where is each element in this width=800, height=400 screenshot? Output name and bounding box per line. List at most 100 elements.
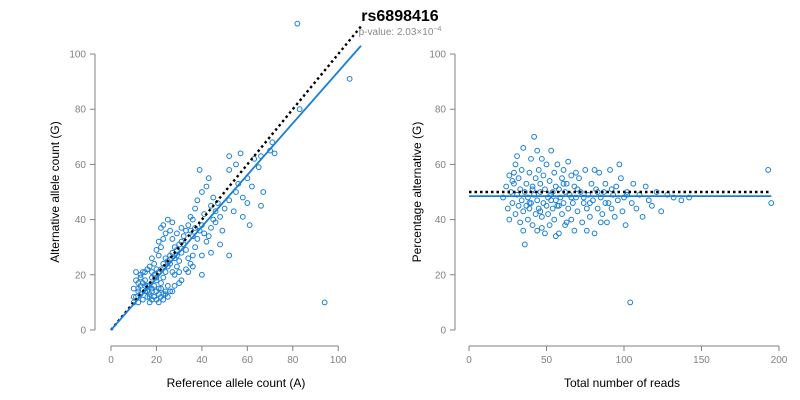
chart-1-data-point	[346, 75, 353, 82]
chart-2-data-point	[545, 211, 551, 217]
chart-2-data-point	[628, 200, 635, 206]
chart-2-data-point	[538, 213, 545, 220]
chart-2-x-tick-label: 0	[466, 355, 472, 366]
chart-2-data-point	[503, 183, 510, 190]
chart-2-data-point	[520, 227, 527, 234]
chart-2-data-point	[517, 219, 524, 226]
chart-2-data-point	[630, 180, 637, 187]
chart-2-data-point	[515, 202, 522, 209]
chart-1-x-tick-label: 80	[287, 355, 299, 366]
chart-2-data-point	[540, 172, 547, 179]
chart-2-data-point	[521, 241, 528, 248]
chart-2-data-point	[614, 197, 621, 204]
chart-2-y-tick-label: 80	[435, 105, 447, 116]
chart-2-data-point	[590, 197, 596, 204]
chart-1-y-axis-label: Alternative allele count (G)	[48, 121, 62, 262]
chart-1-data-point	[203, 183, 210, 190]
chart-2-data-point	[596, 169, 603, 176]
chart-1-data-point	[233, 189, 239, 195]
chart-1-data-point	[169, 288, 176, 295]
chart-2-data-point	[678, 197, 685, 204]
chart-1-data-point	[208, 224, 214, 231]
chart-2-data-point	[523, 180, 530, 187]
chart-2-data-point	[608, 186, 615, 193]
chart-1-data-point	[155, 291, 162, 298]
chart-2-data-point	[568, 194, 575, 201]
chart-2-data-point	[509, 178, 516, 184]
chart-2-data-point	[538, 155, 545, 162]
chart-2-data-point	[554, 161, 561, 168]
chart-1-data-point	[226, 252, 233, 259]
chart-2-data-point	[560, 200, 567, 206]
chart-2-data-point	[645, 197, 652, 204]
chart-2-data-point	[765, 167, 772, 173]
chart-2-data-point	[506, 216, 513, 223]
chart-2-data-point	[514, 191, 520, 198]
chart-1-data-point	[189, 252, 196, 259]
chart-2-data-point	[542, 230, 548, 237]
chart-2-data-point	[509, 200, 516, 206]
chart-2-data-point	[642, 183, 649, 190]
chart-1-data-point	[260, 189, 267, 195]
chart-2-data-point	[520, 208, 527, 215]
chart-1-data-point	[155, 252, 162, 259]
chart-1-data-point	[178, 224, 185, 231]
chart-2-data-point	[526, 200, 533, 206]
chart-1-data-point	[189, 263, 196, 270]
chart-1-data-point	[135, 285, 142, 292]
chart-2-data-point	[546, 178, 553, 184]
chart-1-data-point	[271, 150, 278, 157]
chart-2-data-point	[585, 191, 592, 198]
chart-1-data-point	[171, 255, 178, 262]
chart-1-data-point	[199, 271, 205, 278]
chart-1-x-tick-label: 40	[196, 355, 208, 366]
chart-2-data-point	[528, 155, 534, 162]
chart-2-data-point	[597, 219, 604, 226]
chart-1-data-point	[214, 200, 221, 206]
chart-1-data-point	[239, 213, 246, 220]
chart-1-data-point	[185, 255, 192, 262]
chart-2-data-point	[588, 180, 595, 187]
chart-2-data-point	[537, 180, 544, 187]
chart-2-data-point	[594, 205, 601, 212]
chart-2-data-point	[560, 180, 567, 187]
chart-2-data-point	[587, 200, 593, 206]
chart-2-data-point	[583, 227, 590, 234]
chart-2-data-point	[538, 224, 545, 231]
right-panel-scatter: 0 20 40 60 80 100 0 50 100 150 200 Total number of …	[410, 50, 788, 391]
chart-1-data-point	[151, 260, 158, 267]
chart-1-data-point	[233, 161, 239, 168]
chart-2-data-point	[582, 167, 589, 173]
chart-2-y-tick-label: 0	[440, 326, 446, 337]
chart-1-data-point	[185, 269, 192, 275]
chart-2-data-point	[514, 153, 520, 160]
chart-1-x-tick-label: 100	[330, 355, 347, 366]
chart-2-data-point	[500, 194, 507, 201]
chart-1-data-point	[149, 255, 155, 262]
chart-2-data-point	[568, 172, 575, 179]
chart-2-data-point	[529, 183, 536, 190]
chart-2-x-tick-label: 50	[541, 355, 553, 366]
chart-2-x-tick-label: 150	[693, 355, 710, 366]
chart-1-data-point	[169, 236, 176, 242]
chart-2-data-point	[583, 205, 590, 212]
chart-2-data-point	[658, 208, 665, 215]
chart-1-data-point	[149, 285, 155, 292]
chart-2-data-point	[512, 161, 519, 168]
chart-2-data-point	[549, 205, 556, 212]
chart-1-data-point	[192, 224, 198, 231]
chart-2-data-point	[511, 169, 517, 176]
chart-2-data-point	[546, 222, 553, 229]
chart-2-data-point	[569, 200, 576, 206]
chart-1-data-point	[321, 299, 328, 306]
chart-2-data-point	[523, 202, 530, 209]
chart-1-data-point	[296, 106, 303, 113]
chart-1-data-point	[189, 233, 196, 240]
chart-2-data-point	[543, 202, 550, 209]
chart-1-x-tick-label: 60	[242, 355, 254, 366]
chart-2-x-tick-label: 200	[771, 355, 788, 366]
chart-2-data-point	[565, 205, 572, 212]
chart-2-data-point	[573, 169, 579, 176]
chart-1-data-point	[174, 263, 180, 270]
chart-2-y-tick-label: 20	[435, 270, 447, 281]
